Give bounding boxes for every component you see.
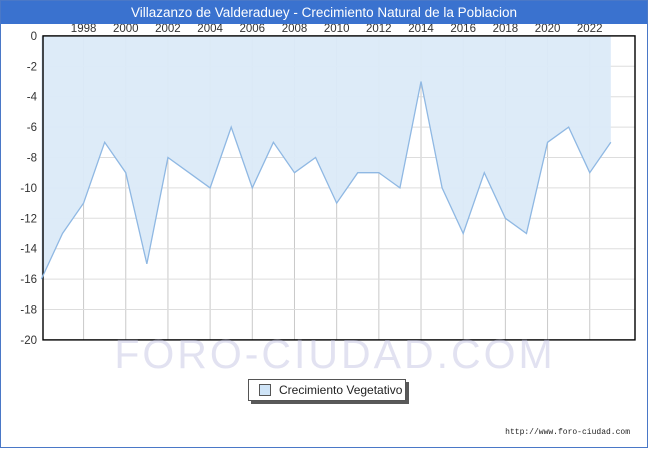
svg-text:2008: 2008 xyxy=(282,24,308,35)
svg-text:-10: -10 xyxy=(20,183,37,195)
svg-text:2006: 2006 xyxy=(240,24,266,35)
svg-text:-4: -4 xyxy=(27,92,38,104)
svg-text:2002: 2002 xyxy=(155,24,181,35)
svg-text:-18: -18 xyxy=(20,305,37,317)
svg-text:2000: 2000 xyxy=(113,24,139,35)
svg-text:2022: 2022 xyxy=(577,24,603,35)
svg-text:2020: 2020 xyxy=(535,24,561,35)
svg-text:0: 0 xyxy=(31,31,37,43)
svg-text:2018: 2018 xyxy=(493,24,519,35)
svg-text:-6: -6 xyxy=(27,122,37,134)
svg-text:-8: -8 xyxy=(27,153,37,165)
svg-text:2004: 2004 xyxy=(197,24,223,35)
svg-text:1998: 1998 xyxy=(71,24,97,35)
svg-text:-14: -14 xyxy=(20,244,37,256)
svg-text:2012: 2012 xyxy=(366,24,392,35)
svg-text:2010: 2010 xyxy=(324,24,350,35)
svg-text:-2: -2 xyxy=(27,61,37,73)
svg-text:-12: -12 xyxy=(20,213,37,225)
svg-text:2014: 2014 xyxy=(408,24,434,35)
svg-text:-16: -16 xyxy=(20,274,37,286)
svg-text:2016: 2016 xyxy=(450,24,476,35)
